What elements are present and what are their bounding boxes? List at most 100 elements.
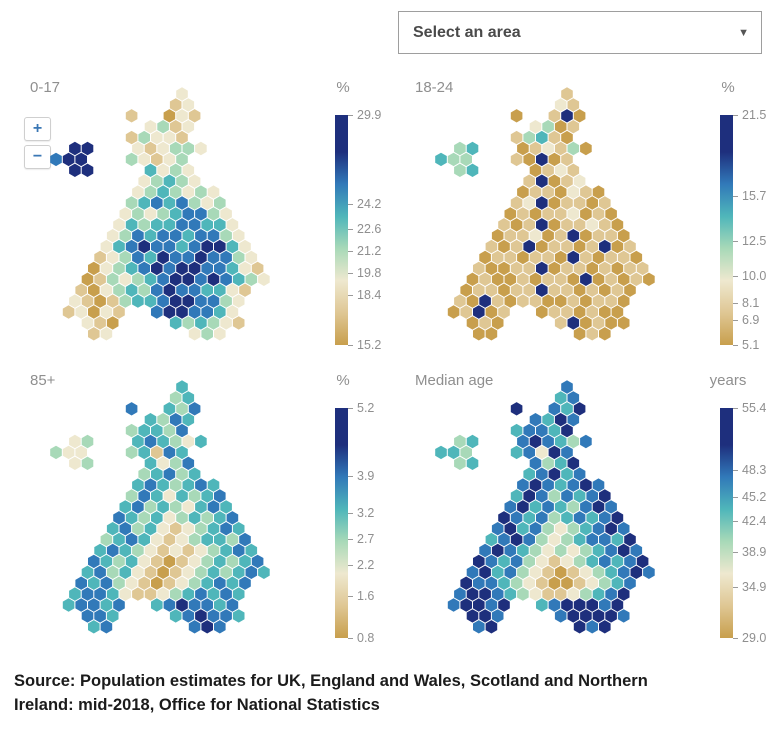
hex-cell[interactable] xyxy=(567,163,580,177)
hex-cell[interactable] xyxy=(81,141,94,156)
hex-cell[interactable] xyxy=(504,229,517,243)
hex-cell[interactable] xyxy=(592,478,605,492)
hex-cell[interactable] xyxy=(592,185,605,199)
hex-cell[interactable] xyxy=(119,272,132,286)
hex-cell[interactable] xyxy=(81,294,94,308)
hex-cell[interactable] xyxy=(548,402,561,416)
hex-cell[interactable] xyxy=(592,316,605,330)
hex-cell[interactable] xyxy=(630,543,643,558)
hex-cell[interactable] xyxy=(157,207,169,221)
hex-cell[interactable] xyxy=(624,554,636,569)
hex-cell[interactable] xyxy=(548,532,561,547)
hex-cell[interactable] xyxy=(207,294,220,308)
hex-cell[interactable] xyxy=(144,522,157,536)
hex-cell[interactable] xyxy=(176,554,188,569)
hex-cell[interactable] xyxy=(100,576,113,590)
hex-cell[interactable] xyxy=(132,587,144,601)
hex-cell[interactable] xyxy=(100,261,113,276)
hex-cell[interactable] xyxy=(195,587,207,601)
hex-cell[interactable] xyxy=(617,250,630,265)
hex-cell[interactable] xyxy=(182,185,195,199)
hex-cell[interactable] xyxy=(138,261,151,276)
hex-cell[interactable] xyxy=(554,316,567,330)
hex-cell[interactable] xyxy=(163,554,176,569)
hex-cell[interactable] xyxy=(491,272,504,286)
hex-cell[interactable] xyxy=(561,152,573,167)
hex-cell[interactable] xyxy=(188,305,201,319)
hex-cell[interactable] xyxy=(535,196,548,210)
hex-cell[interactable] xyxy=(567,500,580,514)
hex-cell[interactable] xyxy=(213,532,226,547)
hex-cell[interactable] xyxy=(132,434,144,449)
hex-cell[interactable] xyxy=(624,532,636,547)
hex-cell[interactable] xyxy=(150,305,163,319)
hex-cell[interactable] xyxy=(195,543,207,558)
hex-cell[interactable] xyxy=(561,174,573,188)
hex-cell[interactable] xyxy=(479,609,491,623)
hex-cell[interactable] xyxy=(188,620,201,634)
hex-cell[interactable] xyxy=(169,609,182,623)
hex-cell[interactable] xyxy=(144,500,157,514)
hex-cell[interactable] xyxy=(182,478,195,492)
hex-cell[interactable] xyxy=(182,163,195,177)
hex-cell[interactable] xyxy=(239,283,251,297)
hex-cell[interactable] xyxy=(106,250,119,265)
hex-cell[interactable] xyxy=(573,218,586,232)
hex-cell[interactable] xyxy=(580,294,592,308)
hex-cell[interactable] xyxy=(113,511,125,525)
hex-cell[interactable] xyxy=(561,532,573,547)
hex-cell[interactable] xyxy=(510,489,523,503)
hex-cell[interactable] xyxy=(542,456,554,470)
hex-cell[interactable] xyxy=(567,294,580,308)
hex-cell[interactable] xyxy=(491,609,504,623)
hex-cell[interactable] xyxy=(138,467,151,481)
hex-cell[interactable] xyxy=(207,207,220,221)
hex-cell[interactable] xyxy=(567,543,580,558)
hex-cell[interactable] xyxy=(163,261,176,276)
hex-cell[interactable] xyxy=(176,467,188,481)
hex-cell[interactable] xyxy=(567,434,580,449)
hex-cell[interactable] xyxy=(580,478,592,492)
hex-cell[interactable] xyxy=(561,218,573,232)
hex-cell[interactable] xyxy=(163,109,176,123)
hex-cell[interactable] xyxy=(605,272,617,286)
hex-cell[interactable] xyxy=(100,305,113,319)
hex-cell[interactable] xyxy=(188,327,201,341)
hex-cell[interactable] xyxy=(220,316,232,330)
hex-cell[interactable] xyxy=(535,239,548,254)
hex-cell[interactable] xyxy=(213,598,226,612)
hex-cell[interactable] xyxy=(580,316,592,330)
hex-cell[interactable] xyxy=(598,511,611,525)
hex-cell[interactable] xyxy=(150,554,163,569)
hex-cell[interactable] xyxy=(573,467,586,481)
hex-cell[interactable] xyxy=(598,554,611,569)
hex-cell[interactable] xyxy=(580,434,592,449)
hex-cell[interactable] xyxy=(169,120,182,134)
hex-cell[interactable] xyxy=(548,283,561,297)
hex-cell[interactable] xyxy=(529,522,542,536)
hex-cell[interactable] xyxy=(125,239,138,254)
hex-cell[interactable] xyxy=(548,196,561,210)
hex-cell[interactable] xyxy=(176,152,188,167)
hex-cell[interactable] xyxy=(535,576,548,590)
hex-cell[interactable] xyxy=(207,478,220,492)
hex-cell[interactable] xyxy=(163,467,176,481)
hex-cell[interactable] xyxy=(163,402,176,416)
hex-cell[interactable] xyxy=(258,565,270,579)
hex-cell[interactable] xyxy=(188,261,201,276)
hex-cell[interactable] xyxy=(182,316,195,330)
hex-cell[interactable] xyxy=(523,532,536,547)
hex-cell[interactable] xyxy=(510,532,523,547)
hex-cell[interactable] xyxy=(523,196,536,210)
hex-cell[interactable] xyxy=(567,413,580,427)
hex-cell[interactable] xyxy=(491,316,504,330)
hex-cell[interactable] xyxy=(498,261,510,276)
hex-cell[interactable] xyxy=(169,543,182,558)
hex-cell[interactable] xyxy=(213,218,226,232)
hex-cell[interactable] xyxy=(144,272,157,286)
hex-cell[interactable] xyxy=(605,316,617,330)
hex-cell[interactable] xyxy=(624,239,636,254)
hex-cell[interactable] xyxy=(554,185,567,199)
hex-cell[interactable] xyxy=(81,316,94,330)
hex-cell[interactable] xyxy=(176,380,188,394)
